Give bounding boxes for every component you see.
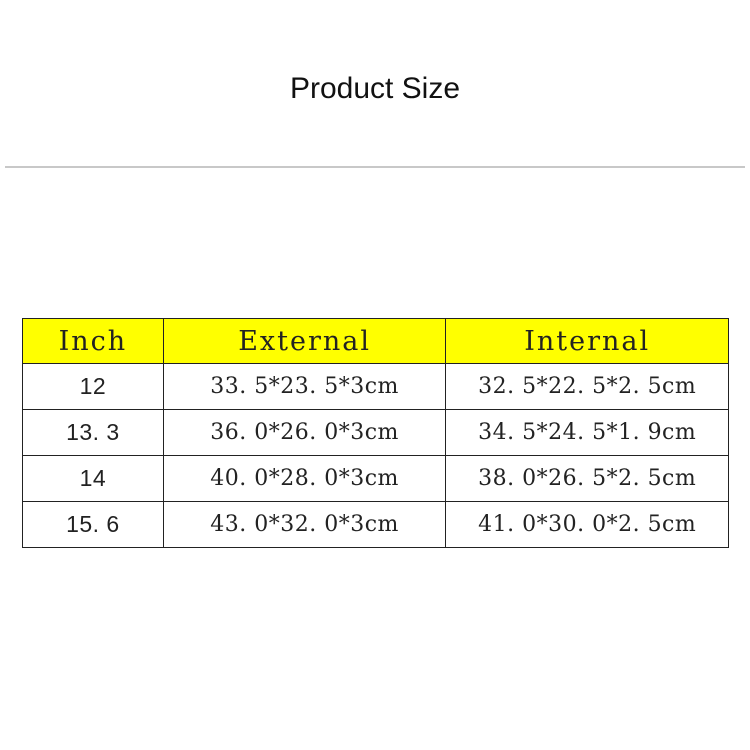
cell-inch: 15. 6: [22, 501, 164, 548]
header-external: External: [162, 318, 447, 364]
cell-internal: 34. 5*24. 5*1. 9cm: [445, 409, 729, 456]
table-row: 15. 6 43. 0*32. 0*3cm 41. 0*30. 0*2. 5cm: [22, 501, 729, 548]
header-internal: Internal: [445, 318, 729, 364]
page-title: Product Size: [289, 72, 461, 105]
cell-external: 36. 0*26. 0*3cm: [162, 409, 447, 456]
cell-inch: 13. 3: [22, 409, 164, 456]
cell-inch: 12: [22, 363, 164, 410]
table-row: 13. 3 36. 0*26. 0*3cm 34. 5*24. 5*1. 9cm: [22, 409, 729, 456]
cell-internal: 32. 5*22. 5*2. 5cm: [445, 363, 729, 410]
table-row: 14 40. 0*28. 0*3cm 38. 0*26. 5*2. 5cm: [22, 455, 729, 502]
header-row: Inch External Internal: [22, 318, 729, 364]
size-table: Inch External Internal 12 33. 5*23. 5*3cm…: [22, 318, 729, 548]
table-row: 12 33. 5*23. 5*3cm 32. 5*22. 5*2. 5cm: [22, 363, 729, 410]
cell-external: 43. 0*32. 0*3cm: [162, 501, 447, 548]
cell-external: 33. 5*23. 5*3cm: [162, 363, 447, 410]
cell-external: 40. 0*28. 0*3cm: [162, 455, 447, 502]
cell-internal: 38. 0*26. 5*2. 5cm: [445, 455, 729, 502]
header-inch: Inch: [22, 318, 164, 364]
cell-inch: 14: [22, 455, 164, 502]
cell-internal: 41. 0*30. 0*2. 5cm: [445, 501, 729, 548]
divider: [5, 166, 745, 168]
